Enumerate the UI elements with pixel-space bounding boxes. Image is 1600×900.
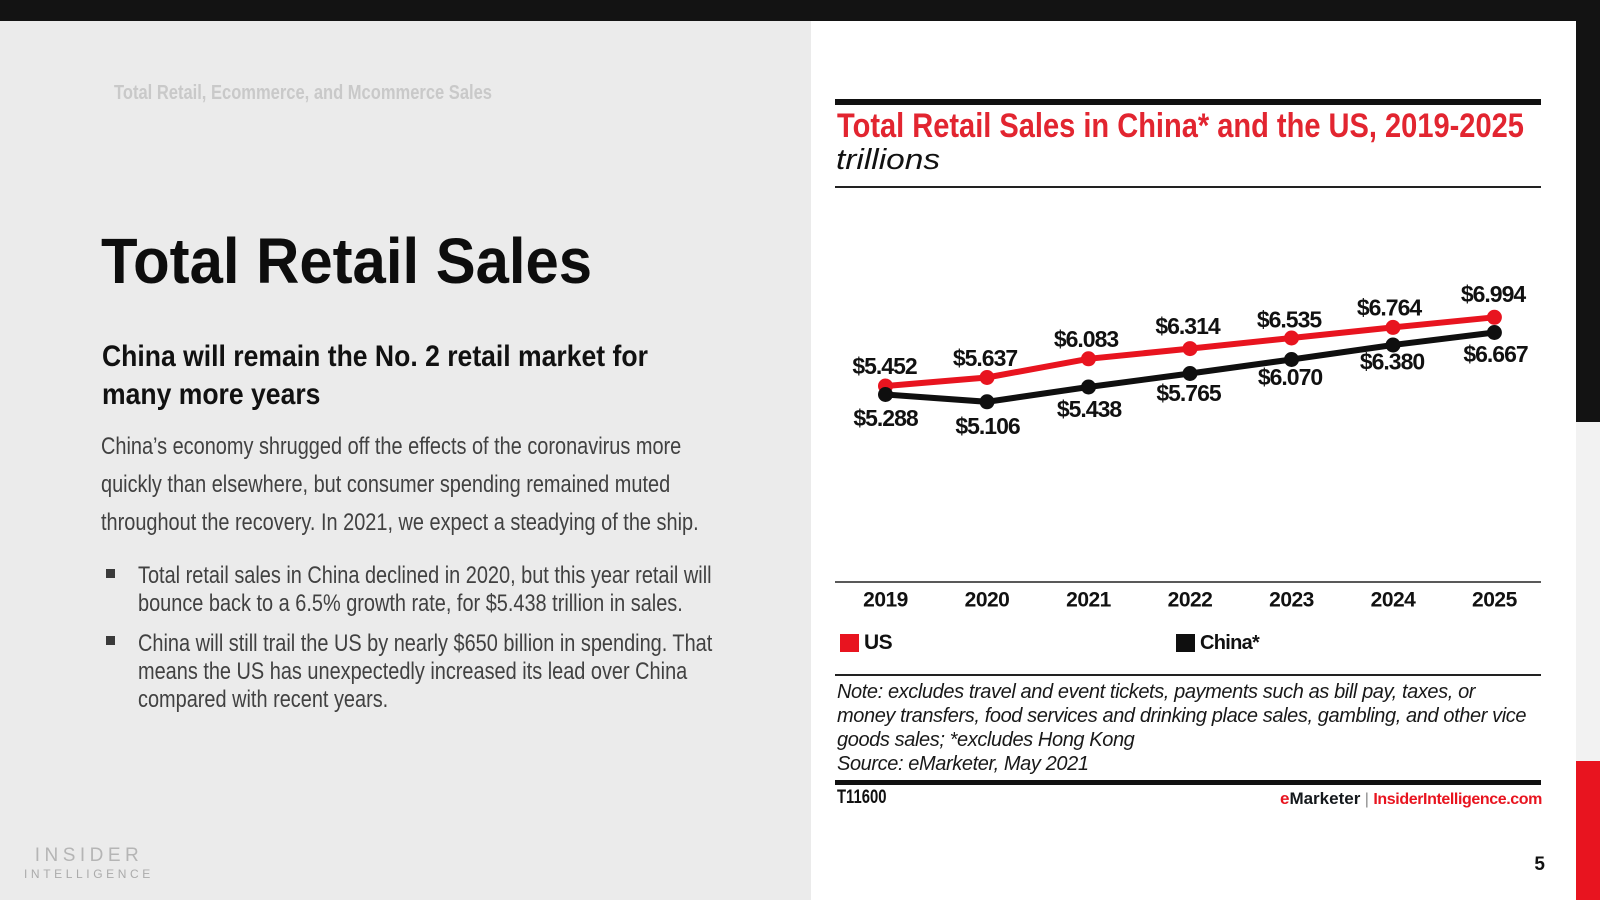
- svg-text:$5.452: $5.452: [852, 353, 917, 379]
- svg-text:$5.106: $5.106: [955, 413, 1020, 439]
- svg-text:2021: 2021: [1066, 589, 1112, 612]
- svg-text:2024: 2024: [1371, 589, 1417, 612]
- svg-text:$5.288: $5.288: [853, 405, 919, 431]
- svg-text:$5.438: $5.438: [1057, 396, 1123, 422]
- svg-text:2023: 2023: [1269, 589, 1314, 612]
- svg-text:$6.535: $6.535: [1257, 307, 1323, 333]
- svg-text:$6.764: $6.764: [1357, 295, 1423, 321]
- svg-text:2020: 2020: [965, 589, 1010, 612]
- svg-text:$6.667: $6.667: [1463, 341, 1528, 367]
- svg-text:$6.083: $6.083: [1054, 326, 1119, 352]
- svg-text:$5.765: $5.765: [1156, 380, 1222, 406]
- svg-text:$6.070: $6.070: [1258, 364, 1323, 390]
- svg-text:2025: 2025: [1472, 589, 1518, 612]
- svg-text:$5.637: $5.637: [953, 345, 1018, 371]
- svg-text:$6.994: $6.994: [1461, 281, 1527, 307]
- svg-text:$6.380: $6.380: [1360, 349, 1425, 375]
- svg-text:2022: 2022: [1168, 589, 1213, 612]
- svg-text:2019: 2019: [863, 589, 908, 612]
- svg-text:$6.314: $6.314: [1155, 313, 1221, 339]
